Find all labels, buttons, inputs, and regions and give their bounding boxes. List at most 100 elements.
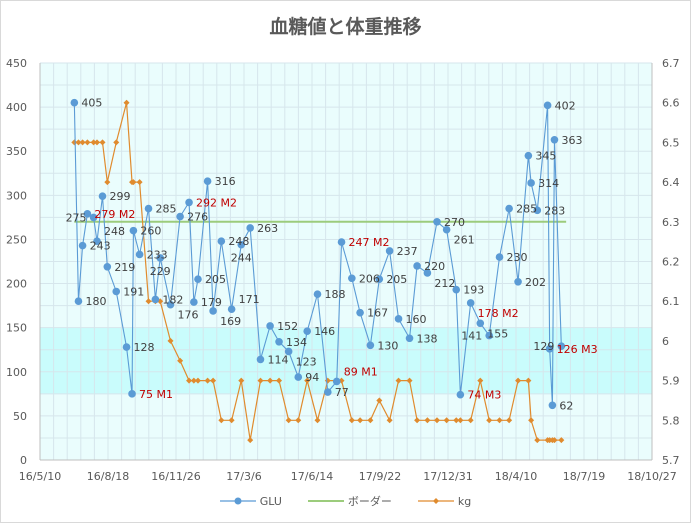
glu-marker bbox=[456, 390, 465, 399]
x-tick-label: 16/5/10 bbox=[19, 470, 61, 483]
glu-data-label: 179 bbox=[201, 296, 222, 309]
glu-data-label: 285 bbox=[516, 203, 537, 216]
glu-data-label: 155 bbox=[487, 327, 508, 340]
glu-data-label: 363 bbox=[561, 134, 582, 147]
kg-marker bbox=[534, 437, 541, 444]
kg-marker bbox=[528, 417, 535, 424]
kg-marker bbox=[190, 377, 197, 384]
kg-marker bbox=[477, 377, 484, 384]
kg-marker bbox=[453, 417, 460, 424]
glu-data-label: 299 bbox=[110, 190, 131, 203]
glu-marker bbox=[129, 226, 138, 235]
y-left-tick-label: 0 bbox=[20, 454, 27, 467]
glu-marker bbox=[550, 135, 559, 144]
glu-data-label: 279 M2 bbox=[94, 208, 135, 221]
glu-data-label: 405 bbox=[81, 97, 102, 110]
kg-marker bbox=[434, 417, 441, 424]
x-tick-label: 16/11/26 bbox=[151, 470, 200, 483]
x-tick-label: 17/9/22 bbox=[359, 470, 401, 483]
glu-marker bbox=[548, 401, 557, 410]
glu-marker bbox=[394, 315, 403, 323]
glu-marker bbox=[557, 342, 566, 350]
x-tick-label: 17/3/6 bbox=[226, 470, 261, 483]
glu-marker bbox=[442, 225, 451, 234]
glu-marker bbox=[176, 212, 184, 221]
glu-marker bbox=[217, 237, 226, 246]
kg-marker bbox=[467, 417, 474, 424]
kg-marker bbox=[357, 417, 364, 424]
glu-marker bbox=[284, 347, 293, 356]
y-right-tick-label: 6.2 bbox=[662, 256, 680, 269]
glu-data-label: 275 bbox=[66, 211, 87, 224]
glu-data-label: 141 bbox=[461, 330, 482, 343]
kg-marker bbox=[406, 377, 413, 384]
kg-marker bbox=[276, 377, 283, 384]
glu-line-marker-icon bbox=[219, 497, 256, 505]
y-left-tick-label: 400 bbox=[6, 101, 27, 114]
glu-marker bbox=[543, 101, 552, 110]
glu-data-label: 77 bbox=[335, 386, 349, 399]
glu-marker bbox=[348, 274, 356, 283]
glu-marker bbox=[151, 295, 160, 304]
glu-data-label: 191 bbox=[123, 285, 144, 298]
glu-data-label: 128 bbox=[134, 341, 155, 354]
y-right-tick-label: 5.9 bbox=[662, 375, 680, 388]
glu-marker bbox=[476, 319, 485, 328]
kg-marker bbox=[414, 417, 421, 424]
glu-marker bbox=[375, 275, 384, 283]
glu-marker bbox=[356, 308, 364, 317]
x-tick-label: 17/6/14 bbox=[291, 470, 333, 483]
kg-marker bbox=[376, 397, 383, 404]
glu-data-label: 237 bbox=[397, 245, 418, 258]
glu-data-label: 220 bbox=[424, 260, 445, 273]
kg-marker bbox=[113, 139, 120, 146]
glu-marker bbox=[337, 238, 346, 246]
glu-data-label: 130 bbox=[377, 339, 398, 352]
glu-marker bbox=[78, 241, 87, 250]
kg-marker bbox=[367, 417, 374, 424]
y-right-tick-label: 5.8 bbox=[662, 414, 680, 427]
glu-data-label: 62 bbox=[559, 399, 573, 412]
glu-marker bbox=[74, 297, 83, 306]
glu-marker bbox=[103, 262, 112, 271]
kg-marker bbox=[186, 377, 193, 384]
glu-marker bbox=[294, 373, 303, 381]
glu-data-label: 248 bbox=[104, 225, 125, 238]
y-right-tick-label: 5.7 bbox=[662, 454, 680, 467]
glu-marker bbox=[144, 204, 153, 213]
kg-marker bbox=[194, 377, 201, 384]
glu-data-label: 260 bbox=[140, 225, 161, 238]
kg-marker bbox=[558, 437, 565, 444]
y-right-tick-label: 6.1 bbox=[662, 295, 680, 308]
legend-item-glu: GLU bbox=[219, 493, 282, 509]
kg-marker bbox=[457, 417, 464, 424]
legend-item-border: ボーダー bbox=[307, 493, 392, 509]
kg-marker bbox=[145, 298, 152, 305]
glu-marker bbox=[203, 177, 212, 186]
y-left-tick-label: 50 bbox=[13, 410, 27, 423]
glu-marker bbox=[122, 343, 131, 351]
kg-marker bbox=[84, 139, 91, 146]
kg-marker bbox=[99, 139, 106, 146]
y-left-tick-label: 250 bbox=[6, 233, 27, 246]
glu-data-label: 134 bbox=[286, 336, 307, 349]
kg-marker bbox=[136, 179, 143, 186]
kg-marker bbox=[496, 417, 503, 424]
y-right-tick-label: 6.7 bbox=[662, 57, 680, 70]
glu-data-label: 285 bbox=[156, 203, 177, 216]
glu-marker bbox=[93, 237, 101, 246]
glu-marker bbox=[303, 327, 311, 335]
kg-marker bbox=[386, 417, 393, 424]
glu-data-label: 193 bbox=[463, 284, 484, 297]
glu-marker bbox=[423, 269, 432, 277]
kg-marker bbox=[257, 377, 264, 384]
glu-marker bbox=[323, 388, 332, 396]
glu-data-label: 233 bbox=[147, 248, 168, 261]
kg-marker bbox=[90, 139, 97, 146]
kg-marker bbox=[515, 377, 522, 384]
kg-marker bbox=[525, 377, 532, 384]
glu-marker bbox=[209, 307, 217, 315]
glu-marker bbox=[524, 151, 533, 160]
glu-marker bbox=[466, 299, 475, 307]
